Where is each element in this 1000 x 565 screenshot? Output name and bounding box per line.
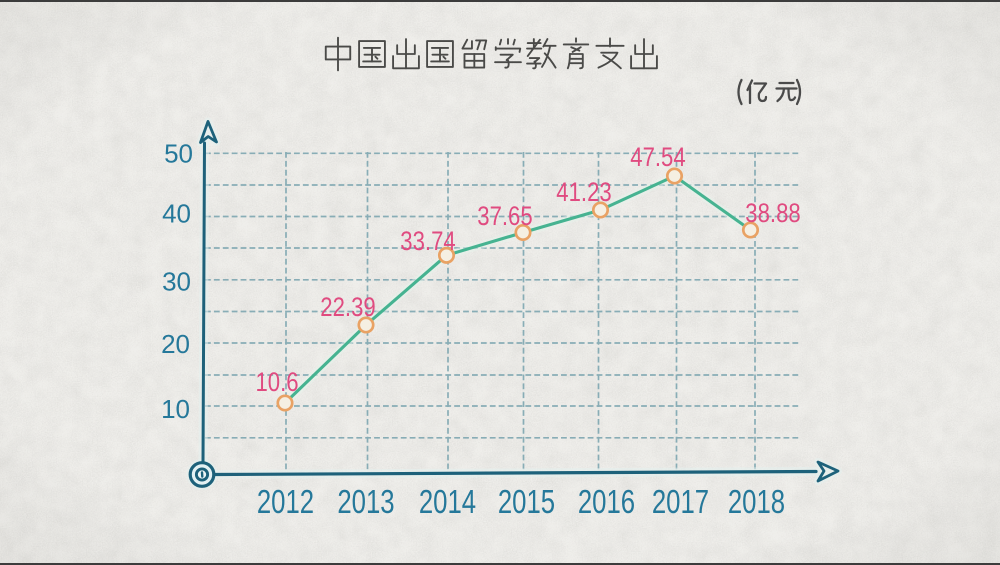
svg-text:2014: 2014 xyxy=(419,484,476,521)
svg-text:10.6: 10.6 xyxy=(255,368,298,398)
svg-text:10: 10 xyxy=(161,394,190,424)
svg-text:30: 30 xyxy=(162,267,191,297)
svg-text:40: 40 xyxy=(162,199,191,229)
svg-text:2012: 2012 xyxy=(257,484,314,521)
svg-text:2018: 2018 xyxy=(728,484,785,521)
svg-text:2016: 2016 xyxy=(578,484,635,521)
svg-text:2013: 2013 xyxy=(337,484,394,521)
svg-text:20: 20 xyxy=(161,329,190,359)
svg-text:37.65: 37.65 xyxy=(477,202,532,232)
svg-text:38.88: 38.88 xyxy=(745,199,800,229)
svg-text:2015: 2015 xyxy=(498,484,555,521)
svg-text:22.39: 22.39 xyxy=(320,293,375,323)
svg-text:41.23: 41.23 xyxy=(556,178,611,208)
svg-text:2017: 2017 xyxy=(652,484,709,521)
svg-text:50: 50 xyxy=(164,139,193,169)
svg-text:33.74: 33.74 xyxy=(400,227,455,257)
svg-text:47.54: 47.54 xyxy=(630,143,685,173)
